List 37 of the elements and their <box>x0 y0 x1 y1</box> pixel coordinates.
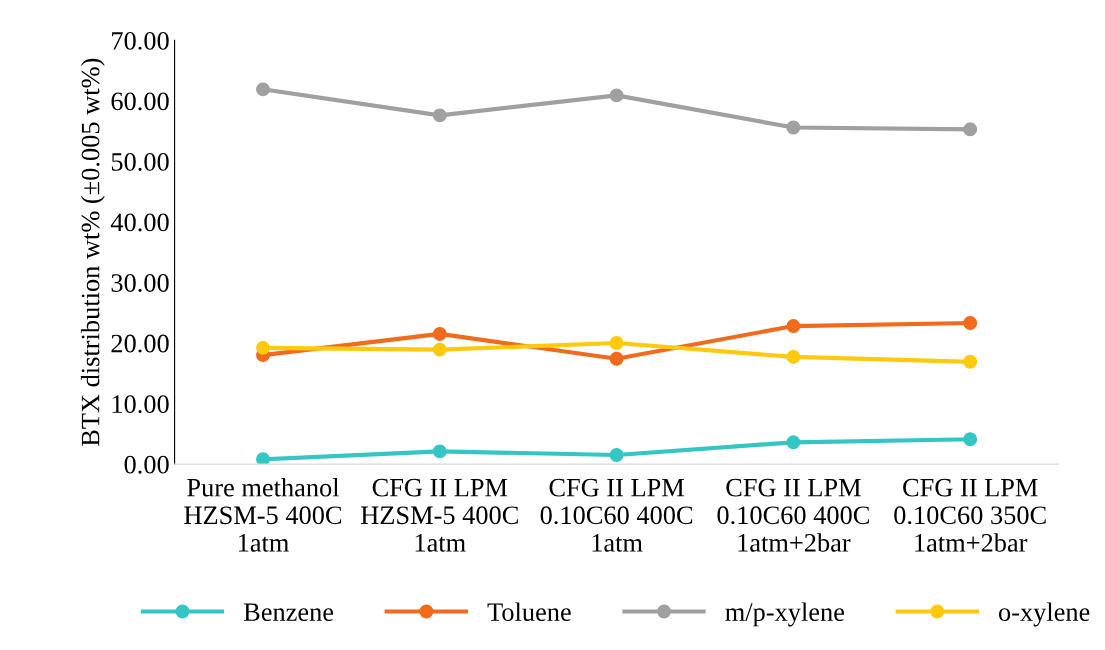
point <box>963 354 978 369</box>
point <box>256 82 270 97</box>
point <box>609 351 624 366</box>
point <box>609 88 624 103</box>
point <box>432 444 447 459</box>
legend-label: Toluene <box>487 602 571 622</box>
y-axis-title: BTX distribution wt% (±0.005 wt%) <box>80 58 105 446</box>
legend-label: m/p-xylene <box>725 602 844 627</box>
legend-label: Benzene <box>243 603 334 622</box>
y-tick-label: 0.00 <box>124 455 169 474</box>
x-tick-label: CFG II LPM 0.10C60 400C 1atm <box>540 478 693 552</box>
x-tick-label: CFG II LPM 0.10C60 400C 1atm+2bar <box>717 478 869 552</box>
point <box>786 349 801 364</box>
point <box>963 432 978 447</box>
y-tick-label: 30.00 <box>111 274 169 292</box>
point <box>432 108 447 123</box>
point <box>963 122 978 137</box>
point <box>609 448 624 462</box>
point <box>786 435 801 450</box>
point <box>256 452 270 465</box>
y-tick-label: 40.00 <box>110 213 169 232</box>
legend-label: o-xylene <box>998 602 1090 627</box>
x-tick-label: CFG II LPM HZSM-5 400C 1atm <box>361 478 518 552</box>
y-tick-label: 20.00 <box>111 334 169 353</box>
point <box>963 316 978 330</box>
x-tick-label: Pure methanol HZSM-5 400C 1atm <box>184 477 342 552</box>
point <box>432 342 447 357</box>
y-tick-label: 70.00 <box>112 31 169 50</box>
point <box>609 336 624 350</box>
y-tick-label: 10.00 <box>112 395 169 414</box>
point <box>432 326 447 341</box>
point <box>786 120 801 135</box>
x-tick-label: CFG II LPM 0.10C60 350C 1atm+2bar <box>894 478 1046 552</box>
y-tick-label: 50.00 <box>111 152 169 171</box>
point <box>256 340 270 355</box>
y-tick-label: 60.00 <box>111 92 169 111</box>
point <box>786 319 801 334</box>
